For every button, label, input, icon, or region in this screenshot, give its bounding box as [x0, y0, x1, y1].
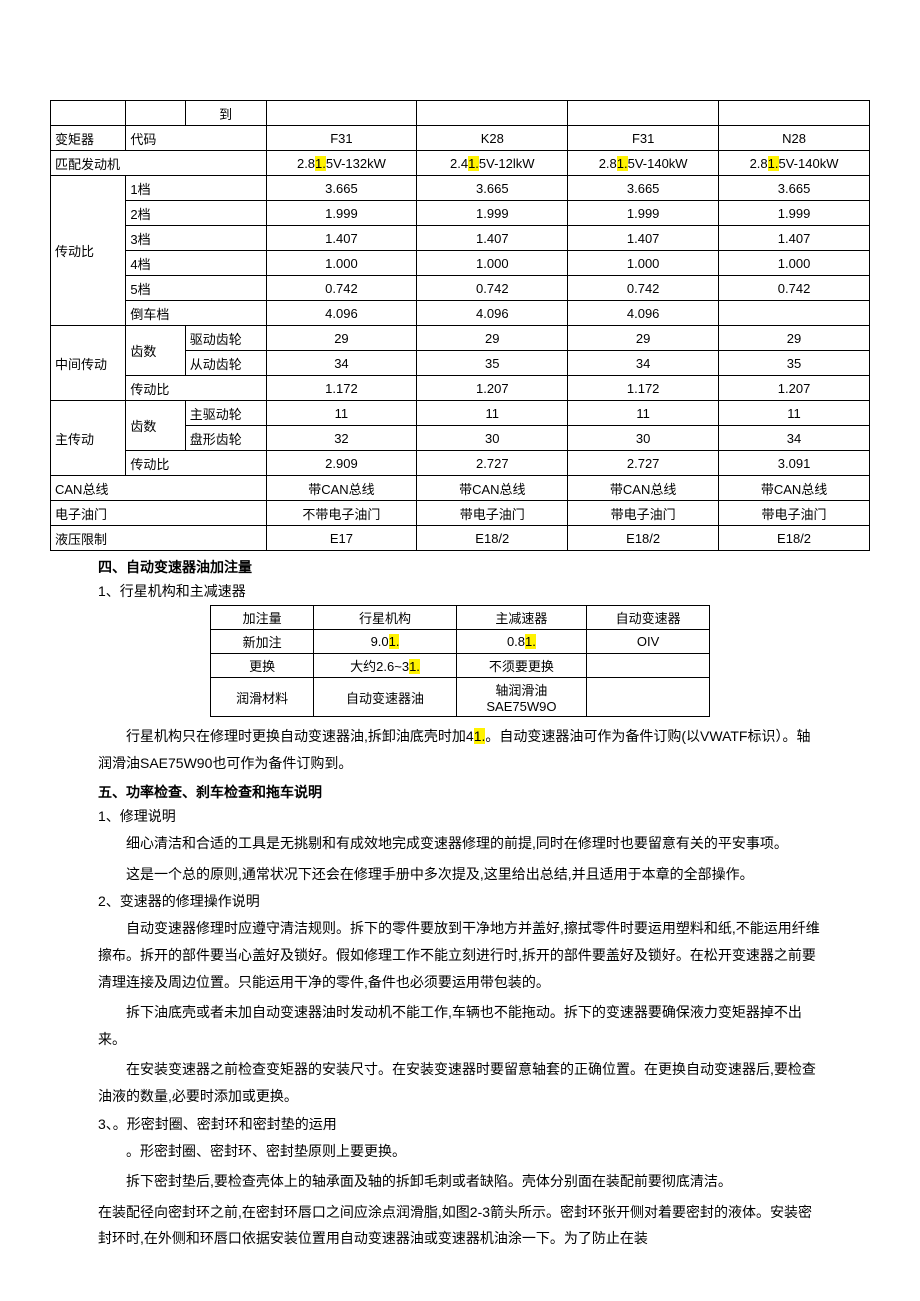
section-5-1: 1、修理说明 [98, 806, 870, 826]
section-4-title: 四、自动变速器油加注量 [98, 557, 870, 577]
section-5-2: 2、变速器的修理操作说明 [98, 891, 870, 911]
paragraph: 行星机构只在修理时更换自动变速器油,拆卸油底壳时加41.。自动变速器油可作为备件… [98, 723, 822, 776]
paragraph: 自动变速器修理时应遵守清洁规则。拆下的零件要放到干净地方并盖好,擦拭零件时要运用… [98, 915, 822, 995]
paragraph: 。形密封圈、密封环、密封垫原则上要更换。 [98, 1138, 822, 1165]
spec-table: 到 变矩器代码F31K28F31N28 匹配发动机2.81.5V-132kW2.… [50, 100, 870, 551]
section-5-3: 3、。形密封圈、密封环和密封垫的运用 [98, 1114, 870, 1134]
section-5-title: 五、功率检查、刹车检查和拖车说明 [98, 782, 870, 802]
section-4-sub: 1、行星机构和主减速器 [98, 581, 870, 601]
paragraph: 拆下油底壳或者未加自动变速器油时发动机不能工作,车辆也不能拖动。拆下的变速器要确… [98, 999, 822, 1052]
oil-table: 加注量行星机构主减速器自动变速器 新加注9.01.0.81.OIV 更换大约2.… [210, 605, 710, 717]
paragraph: 在安装变速器之前检查变矩器的安装尺寸。在安装变速器时要留意轴套的正确位置。在更换… [98, 1056, 822, 1109]
paragraph: 这是一个总的原则,通常状况下还会在修理手册中多次提及,这里给出总结,并且适用于本… [98, 861, 822, 888]
paragraph: 拆下密封垫后,要检查壳体上的轴承面及轴的拆卸毛刺或者缺陷。壳体分别面在装配前要彻… [98, 1168, 822, 1195]
paragraph: 在装配径向密封环之前,在密封环唇口之间应涂点润滑脂,如图2-3箭头所示。密封环张… [98, 1199, 822, 1252]
cell: 2.81.5V-132kW [266, 151, 417, 176]
paragraph: 细心清洁和合适的工具是无挑剔和有成效地完成变速器修理的前提,同时在修理时也要留意… [98, 830, 822, 857]
